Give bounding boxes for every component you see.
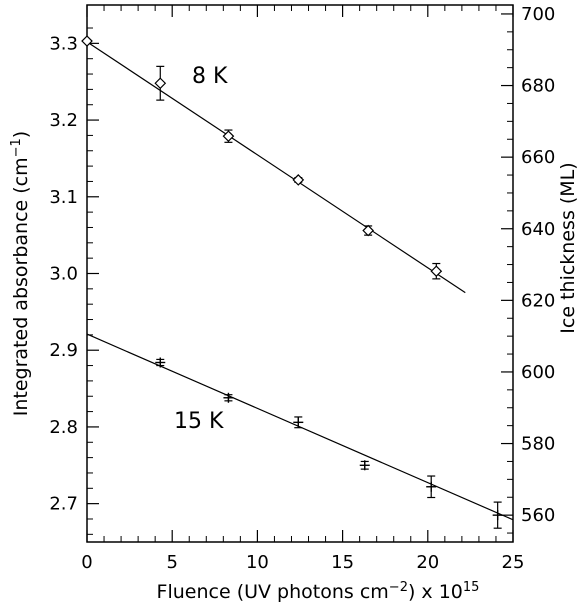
series-label-8k: 8 K — [192, 64, 228, 89]
y-left-axis-title-exponent: −1 — [9, 138, 24, 157]
y-left-tick-label: 3.2 — [49, 110, 78, 131]
y-left-tick-label: 3.3 — [49, 33, 78, 54]
x-tick-label: 25 — [502, 552, 525, 573]
y-right-tick-label: 640 — [521, 219, 555, 240]
point-8k — [430, 265, 443, 278]
plot-frame — [86, 4, 514, 543]
y-right-axis-title: Ice thickness (ML) — [557, 162, 579, 333]
y-left-tick-label: 2.9 — [49, 340, 78, 361]
x-axis-title-power: 15 — [463, 580, 480, 595]
y-left-tick-label: 3.1 — [49, 187, 78, 208]
x-axis-title: Fluence (UV photons cm−2) x 1015 — [157, 580, 480, 604]
labels-layer: Fluence (UV photons cm−2) x 1015 Integrat… — [9, 64, 580, 603]
y-right-tick-label: 560 — [521, 505, 555, 526]
x-axis-title-exponent: −2 — [389, 580, 408, 595]
y-right-tick-label: 580 — [521, 434, 555, 455]
y-left-tick-label: 2.8 — [49, 417, 78, 438]
point-8k — [362, 224, 375, 237]
y-left-tick-label: 3.0 — [49, 264, 78, 285]
point-8k — [81, 35, 93, 47]
series-label-15k: 15 K — [174, 409, 224, 434]
y-left-axis-title: Integrated absorbance (cm−1) — [9, 131, 33, 416]
point-8k — [292, 174, 305, 186]
y-right-tick-label: 600 — [521, 362, 555, 383]
fit-line-8k — [86, 41, 466, 294]
x-tick-label: 5 — [166, 552, 177, 573]
x-tick-label: 20 — [416, 552, 439, 573]
point-8k — [222, 130, 235, 143]
axes-layer: 0 5 10 15 20 25 2.7 2.8 2.9 3.0 3.1 3.2 3.3 560 580 600… — [49, 4, 555, 573]
fit-lines-layer — [86, 41, 514, 521]
y-right-tick-label: 620 — [521, 290, 555, 311]
data-points-layer — [81, 35, 503, 529]
point-8k — [154, 77, 167, 90]
x-tick-label: 0 — [81, 552, 92, 573]
y-left-tick-label: 2.7 — [49, 494, 78, 515]
y-right-tick-label: 660 — [521, 147, 555, 168]
y-right-tick-label: 700 — [521, 4, 555, 25]
fit-line-15k — [86, 333, 514, 521]
x-tick-label: 15 — [331, 552, 354, 573]
x-tick-label: 10 — [246, 552, 269, 573]
y-right-tick-label: 680 — [521, 76, 555, 97]
